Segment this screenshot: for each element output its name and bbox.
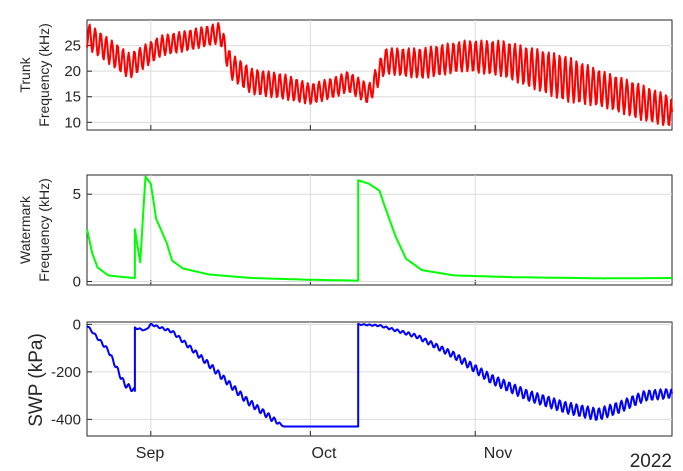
trunk-frequency-line bbox=[86, 22, 673, 127]
trunk-ytick-label-0: 10 bbox=[64, 114, 81, 131]
watermark-ylabel-line-2: Frequency (kHz) bbox=[36, 178, 52, 281]
x-tick-oct: Oct bbox=[312, 445, 337, 462]
swp-line bbox=[86, 322, 673, 428]
panel-swp-grid bbox=[87, 322, 672, 436]
swp-ytick-label-0: 0 bbox=[73, 316, 81, 333]
trunk-ylabel-line-1: Trunk bbox=[17, 56, 33, 92]
panel-watermark: 05 Watermark Frequency (kHz) bbox=[17, 174, 673, 291]
swp-ytick-label-2: -400 bbox=[51, 411, 81, 428]
panel-trunk: 10 15 20 25 Trunk Frequency (kHz) bbox=[17, 19, 673, 132]
panel-watermark-yticks: 05 bbox=[73, 186, 81, 290]
swp-ylabel: SWP (kPa) bbox=[26, 333, 47, 427]
x-year-label: 2022 bbox=[630, 451, 672, 471]
watermark-ytick-label-0: 0 bbox=[73, 274, 81, 291]
x-axis: Sep Oct Nov 2022 bbox=[136, 445, 672, 471]
trunk-ylabel-line-2: Frequency (kHz) bbox=[36, 23, 52, 126]
trunk-ytick-label-2: 20 bbox=[64, 63, 81, 80]
watermark-frequency-line bbox=[86, 175, 673, 282]
watermark-ytick-label-1: 5 bbox=[73, 186, 81, 203]
panel-swp: 0 -200 -400 SWP (kPa) bbox=[26, 316, 673, 437]
watermark-ylabel-line-1: Watermark bbox=[17, 195, 33, 264]
swp-ytick-label-1: -200 bbox=[51, 364, 81, 381]
x-tick-nov: Nov bbox=[484, 445, 512, 462]
panel-watermark-grid bbox=[87, 175, 672, 285]
trunk-ytick-label-3: 25 bbox=[64, 38, 81, 55]
panel-trunk-yticks: 10 15 20 25 bbox=[64, 38, 81, 132]
panel-trunk-frame bbox=[86, 19, 673, 131]
panel-swp-yticks: 0 -200 -400 bbox=[51, 316, 81, 428]
panel-swp-frame bbox=[86, 321, 673, 437]
x-tick-sep: Sep bbox=[136, 445, 165, 462]
trunk-ytick-label-1: 15 bbox=[64, 89, 81, 106]
